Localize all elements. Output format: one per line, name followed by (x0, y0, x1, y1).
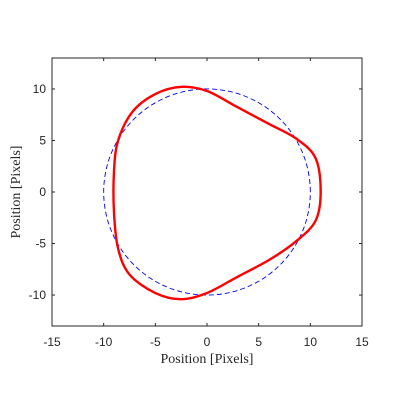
x-tick-label: -10 (95, 335, 113, 349)
y-tick-label: -10 (29, 288, 47, 302)
y-tick-label: 0 (39, 185, 46, 199)
x-tick-label: -15 (43, 335, 61, 349)
x-tick-label: 15 (355, 335, 369, 349)
x-tick-label: -5 (150, 335, 161, 349)
y-tick-label: 5 (39, 133, 46, 147)
x-ticks: -15 -10 -5 0 5 10 15 (43, 58, 369, 349)
measured-contour-line (112, 85, 322, 301)
x-tick-label: 0 (204, 335, 211, 349)
x-axis-label: Position [Pixels] (161, 352, 254, 367)
y-tick-label: -5 (35, 237, 46, 251)
x-tick-label: 5 (255, 335, 262, 349)
series-layer (103, 85, 322, 301)
y-axis-label: Position [Pixels] (9, 146, 24, 239)
x-tick-label: 10 (304, 335, 318, 349)
y-ticks: -10 -5 0 5 10 (29, 82, 362, 302)
y-tick-label: 10 (33, 82, 47, 96)
plot-area (51, 57, 363, 327)
reference-circle-line (103, 88, 311, 296)
